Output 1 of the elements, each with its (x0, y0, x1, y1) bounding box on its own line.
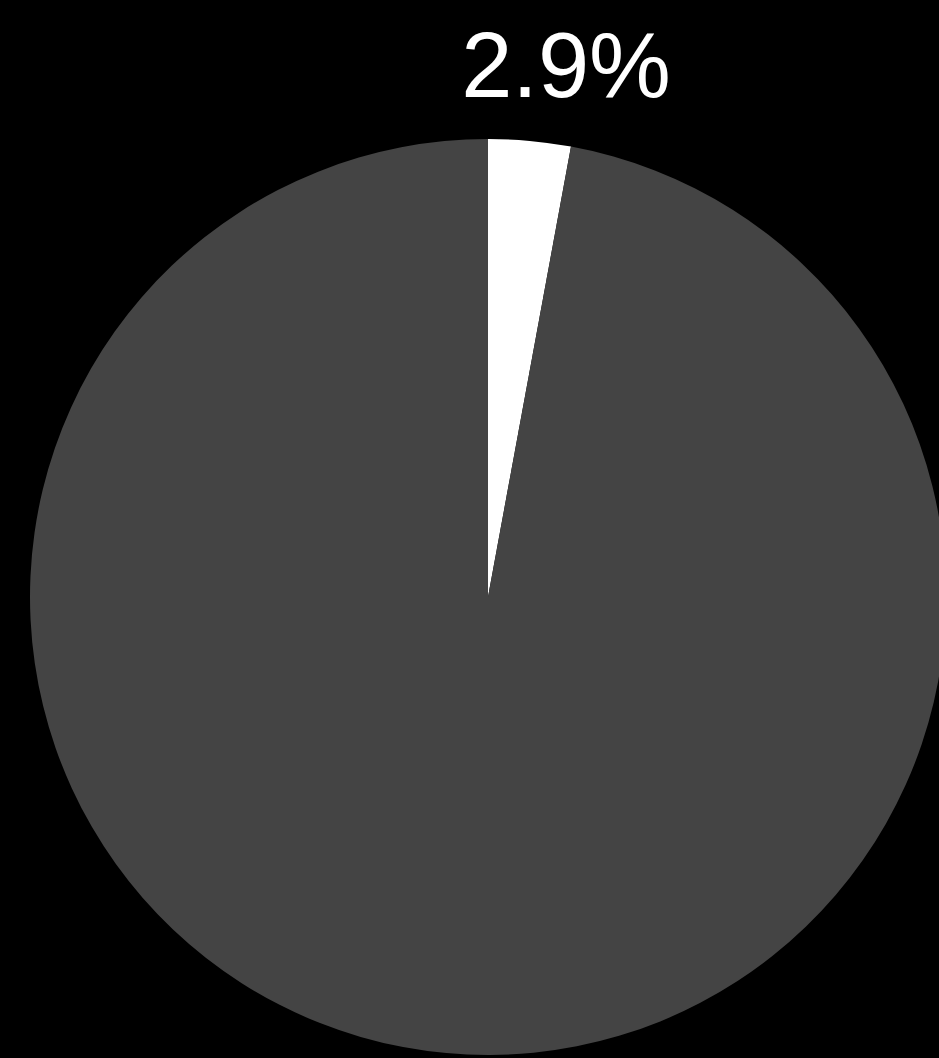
data-label: 2.9% (461, 13, 671, 116)
